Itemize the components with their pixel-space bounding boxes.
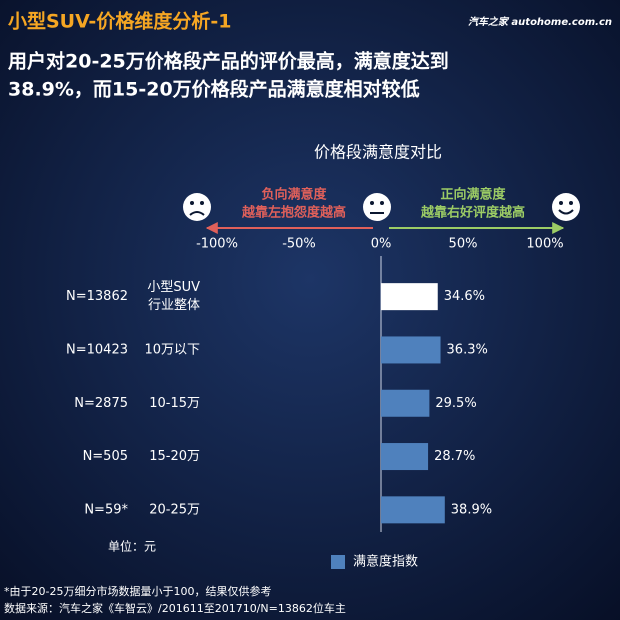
negative-label: 负向满意度 [261,187,327,203]
sample-label: N=59* [84,502,128,517]
negative-label: 越靠左抱怨度越高 [241,205,346,221]
category-label: 20-25万 [149,502,200,517]
sad-face [183,193,211,221]
happy-face [552,193,580,221]
legend-swatch [331,555,345,569]
value-label: 38.9% [451,502,492,517]
unit-note: 单位：元 [108,539,156,554]
x-tick-label: -100% [196,237,238,252]
sample-label: N=2875 [74,396,128,411]
bar [381,443,429,471]
subtitle: 38.9%，而15-20万价格段产品满意度相对较低 [8,78,420,101]
x-tick-label: -50% [282,237,316,252]
legend-label: 满意度指数 [353,554,418,570]
value-label: 36.3% [447,342,488,357]
value-label: 29.5% [435,396,476,411]
x-tick-label: 100% [526,237,563,252]
sample-label: N=505 [83,449,128,464]
bar [381,283,438,311]
sample-label: N=13862 [66,289,128,304]
category-label: 10-15万 [149,396,200,411]
bar [381,496,445,524]
positive-label: 越靠右好评度越高 [420,205,525,221]
subtitle: 用户对20-25万价格段产品的评价最高，满意度达到 [8,50,449,73]
sample-label: N=10423 [66,342,128,357]
chart-title: 价格段满意度对比 [314,143,442,162]
footnote: 数据来源：汽车之家《车智云》/201611至201710/N=13862位车主 [4,601,346,615]
page-title: 小型SUV-价格维度分析-1 [8,10,231,33]
neutral-face [363,193,391,221]
value-label: 28.7% [434,449,475,464]
x-tick-label: 50% [449,237,478,252]
value-label: 34.6% [444,289,485,304]
bar [381,389,430,417]
watermark: 汽车之家 autohome.com.cn [468,16,612,28]
footnote: *由于20-25万细分市场数据量小于100，结果仅供参考 [4,584,271,598]
category-label: 15-20万 [149,449,200,464]
category-label: 10万以下 [144,342,200,357]
bar [381,336,441,364]
positive-label: 正向满意度 [440,187,506,203]
category-label: 小型SUV [147,280,200,295]
category-label: 行业整体 [148,298,200,313]
x-tick-label: 0% [371,237,392,252]
